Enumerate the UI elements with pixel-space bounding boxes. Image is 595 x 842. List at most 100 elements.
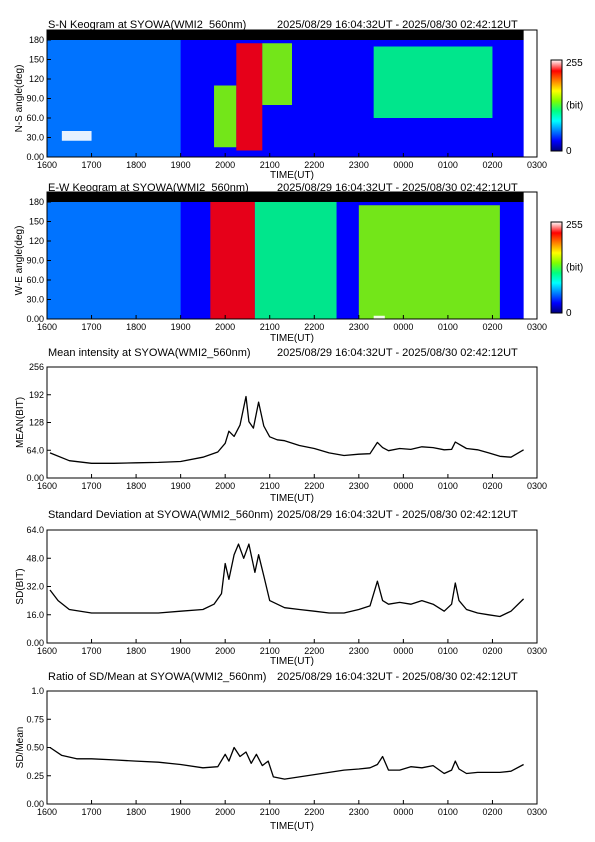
x-tick-label: 1600 [37, 646, 57, 656]
keogram-nodata-strip [47, 30, 537, 40]
colorbar [550, 221, 563, 314]
panel-1: S-N Keogram at SYOWA(WMI2_560nm) 2025/08/… [14, 19, 583, 181]
y-axis-label: SD(BIT) [15, 568, 26, 604]
y-tick-label: 48.0 [26, 553, 44, 563]
panel-2: E-W Keogram at SYOWA(WMI2_560nm) 2025/08/… [14, 182, 583, 344]
x-tick-label: 2300 [349, 322, 369, 332]
chart-title: Standard Deviation at SYOWA(WMI2_560nm) [48, 509, 273, 521]
x-tick-label: 2200 [304, 160, 324, 170]
x-tick-label: 2000 [215, 646, 235, 656]
y-tick-label: 0.00 [26, 152, 44, 162]
y-tick-label: 60.0 [26, 275, 44, 285]
x-tick-label: 1700 [82, 481, 102, 491]
chart-title: S-N Keogram at SYOWA(WMI2_560nm) [48, 19, 246, 31]
x-tick-label: 0100 [438, 322, 458, 332]
keogram-no-data-tail [523, 192, 537, 319]
x-tick-label: 1800 [126, 481, 146, 491]
x-tick-label: 0100 [438, 481, 458, 491]
x-tick-label: 1900 [171, 646, 191, 656]
plot-frame [46, 690, 538, 805]
x-tick-label: 0300 [527, 481, 547, 491]
keogram-band [403, 124, 515, 157]
y-tick-label: 0.00 [26, 638, 44, 648]
keogram-band [214, 85, 237, 148]
x-tick-label: 2300 [349, 646, 369, 656]
x-tick-label: 1600 [37, 807, 57, 817]
x-tick-label: 0200 [482, 160, 502, 170]
keogram-band [47, 202, 181, 319]
x-tick-label: 2100 [260, 322, 280, 332]
y-tick-label: 60.0 [26, 113, 44, 123]
x-axis-label: TIME(UT) [270, 493, 314, 504]
x-tick-label: 2300 [349, 160, 369, 170]
y-tick-label: 0.25 [26, 771, 44, 781]
x-tick-label: 2100 [260, 481, 280, 491]
x-tick-label: 1800 [126, 322, 146, 332]
x-tick-label: 0300 [527, 807, 547, 817]
y-tick-label: 90.0 [26, 94, 44, 104]
x-axis-label: TIME(UT) [270, 821, 314, 832]
x-tick-label: 1600 [37, 322, 57, 332]
colorbar-unit-label: (bit) [566, 101, 583, 112]
x-tick-label: 1700 [82, 160, 102, 170]
x-tick-label: 0300 [527, 160, 547, 170]
panel-4: Standard Deviation at SYOWA(WMI2_560nm) 2… [15, 509, 547, 667]
colorbar-min-label: 0 [566, 146, 572, 157]
time-range-label: 2025/08/29 16:04:32UT - 2025/08/30 02:42… [277, 347, 518, 359]
panel-3: Mean intensity at SYOWA(WMI2_560nm) 2025/… [15, 347, 547, 504]
x-tick-label: 2200 [304, 646, 324, 656]
keogram-band [262, 43, 292, 105]
x-tick-label: 2200 [304, 807, 324, 817]
x-tick-label: 1900 [171, 481, 191, 491]
x-tick-label: 2300 [349, 481, 369, 491]
x-tick-label: 2100 [260, 807, 280, 817]
y-tick-label: 90.0 [26, 256, 44, 266]
y-tick-label: 192 [29, 390, 44, 400]
keogram-band [61, 131, 92, 141]
y-tick-label: 0.00 [26, 799, 44, 809]
x-tick-label: 0000 [393, 481, 413, 491]
series-line [49, 395, 524, 464]
y-axis-label: W-E angle(deg) [14, 226, 25, 296]
x-tick-label: 0100 [438, 807, 458, 817]
x-tick-label: 1800 [126, 160, 146, 170]
y-tick-label: 30.0 [26, 295, 44, 305]
chart-title: Mean intensity at SYOWA(WMI2_560nm) [48, 347, 251, 359]
x-tick-label: 1600 [37, 481, 57, 491]
x-tick-label: 1800 [126, 807, 146, 817]
y-tick-label: 64.0 [26, 445, 44, 455]
x-tick-label: 0200 [482, 481, 502, 491]
keogram-band [210, 202, 255, 319]
x-tick-label: 2000 [215, 481, 235, 491]
x-axis-label: TIME(UT) [270, 656, 314, 667]
series-line [49, 543, 525, 618]
y-tick-label: 32.0 [26, 582, 44, 592]
y-tick-label: 120 [29, 74, 44, 84]
y-axis-label: MEAN(BIT) [15, 397, 26, 448]
keogram-band [236, 43, 263, 151]
y-tick-label: 128 [29, 418, 44, 428]
x-tick-label: 1900 [171, 322, 191, 332]
plot-frame [46, 191, 538, 320]
x-tick-label: 1700 [82, 322, 102, 332]
x-axis-label: TIME(UT) [270, 333, 314, 344]
x-tick-label: 2100 [260, 160, 280, 170]
y-tick-label: 0.75 [26, 714, 44, 724]
keogram-band [358, 205, 500, 319]
x-tick-label: 0000 [393, 322, 413, 332]
y-tick-label: 0.00 [26, 473, 44, 483]
plot-frame [46, 29, 538, 158]
x-tick-label: 2200 [304, 481, 324, 491]
x-tick-label: 2000 [215, 322, 235, 332]
y-tick-label: 1.0 [31, 686, 44, 696]
x-tick-label: 0200 [482, 807, 502, 817]
y-tick-label: 180 [29, 35, 44, 45]
y-tick-label: 0.50 [26, 743, 44, 753]
x-tick-label: 1800 [126, 646, 146, 656]
keogram-band [373, 46, 493, 118]
colorbar [550, 59, 563, 152]
y-tick-label: 150 [29, 55, 44, 65]
keogram-band [373, 315, 385, 319]
keogram-no-data-tail [523, 30, 537, 157]
chart-title: Ratio of SD/Mean at SYOWA(WMI2_560nm) [48, 671, 266, 683]
